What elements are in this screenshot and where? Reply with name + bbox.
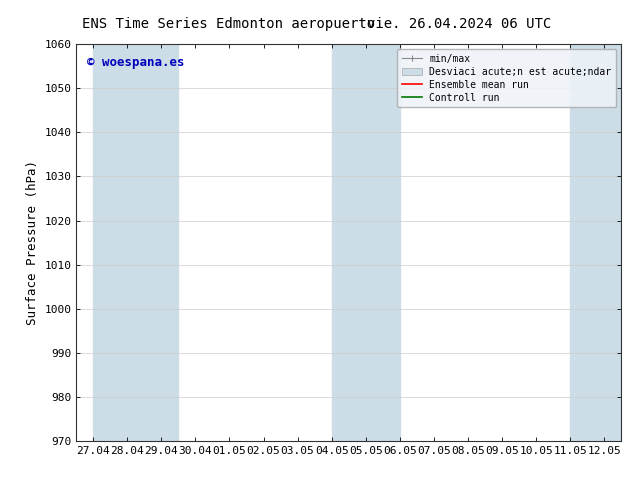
- Bar: [332, 44, 400, 441]
- Y-axis label: Surface Pressure (hPa): Surface Pressure (hPa): [25, 160, 39, 325]
- Text: vie. 26.04.2024 06 UTC: vie. 26.04.2024 06 UTC: [367, 17, 552, 31]
- Bar: [93, 44, 178, 441]
- Text: © woespana.es: © woespana.es: [87, 56, 184, 69]
- Legend: min/max, Desviaci acute;n est acute;ndar, Ensemble mean run, Controll run: min/max, Desviaci acute;n est acute;ndar…: [398, 49, 616, 107]
- Bar: [570, 44, 621, 441]
- Text: ENS Time Series Edmonton aeropuerto: ENS Time Series Edmonton aeropuerto: [82, 17, 375, 31]
